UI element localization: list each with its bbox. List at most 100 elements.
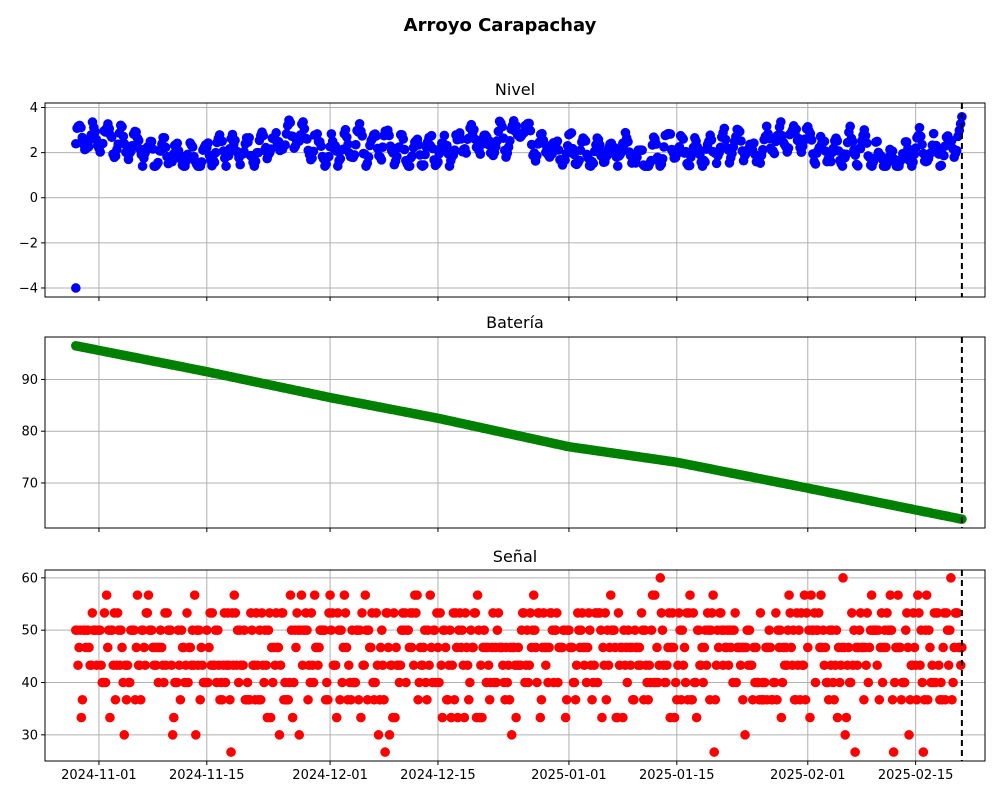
- senal-point: [308, 677, 319, 688]
- senal-point: [424, 660, 434, 671]
- senal-point: [771, 608, 781, 618]
- senal-point: [325, 590, 335, 600]
- nivel-point: [106, 132, 117, 143]
- senal-point: [903, 642, 913, 653]
- senal-point: [357, 608, 367, 618]
- senal-point: [194, 625, 204, 635]
- senal-point: [167, 730, 178, 740]
- senal-point: [319, 625, 330, 635]
- nivel-point: [769, 148, 780, 159]
- senal-point: [525, 608, 536, 618]
- nivel-point: [209, 157, 220, 168]
- senal-point: [769, 677, 780, 688]
- senal-point: [723, 660, 734, 671]
- nivel-point: [350, 139, 361, 150]
- senal-point: [395, 660, 406, 671]
- nivel-point: [363, 152, 374, 162]
- senal-point: [273, 642, 284, 653]
- senal-point: [902, 608, 912, 618]
- nivel-point: [936, 160, 947, 171]
- senal-point: [484, 694, 495, 705]
- senal-point: [644, 660, 655, 671]
- senal-point: [204, 642, 214, 653]
- senal-point: [433, 642, 443, 653]
- nivel-point: [83, 142, 94, 152]
- senal-point: [162, 608, 172, 618]
- senal-point: [425, 590, 436, 600]
- senal-point: [412, 590, 422, 600]
- senal-point: [862, 608, 873, 618]
- senal-point: [491, 677, 502, 688]
- senal-point: [917, 677, 928, 688]
- senal-point: [406, 642, 417, 653]
- nivel-point: [95, 147, 106, 157]
- nivel-point: [678, 134, 689, 144]
- senal-point: [760, 677, 770, 688]
- senal-point: [618, 712, 628, 723]
- senal-point: [353, 694, 364, 705]
- senal-point: [725, 642, 736, 653]
- senal-point: [143, 590, 154, 600]
- senal-point: [924, 625, 934, 635]
- senal-point: [165, 625, 176, 635]
- senal-point: [380, 747, 390, 757]
- nivel-point: [250, 156, 261, 167]
- senal-point: [239, 625, 250, 635]
- y-tick-label: 40: [21, 676, 38, 691]
- senal-point: [182, 608, 192, 618]
- senal-point: [707, 608, 717, 618]
- senal-point: [370, 677, 381, 688]
- senal-point: [390, 712, 400, 723]
- senal-point: [247, 625, 257, 635]
- senal-point: [117, 642, 127, 653]
- senal-point: [175, 694, 186, 705]
- senal-point: [583, 608, 594, 618]
- nivel-point: [302, 134, 312, 144]
- senal-point: [524, 660, 535, 671]
- y-tick-label: 0: [30, 191, 38, 206]
- senal-point: [922, 694, 933, 705]
- senal-point: [799, 590, 810, 600]
- nivel-point: [736, 136, 746, 146]
- senal-point: [571, 660, 582, 671]
- senal-point: [360, 590, 371, 600]
- nivel-point: [285, 117, 296, 128]
- senal-point: [202, 625, 212, 635]
- senal-point: [220, 677, 231, 688]
- nivel-point: [127, 140, 138, 151]
- senal-point: [523, 677, 534, 688]
- senal-point: [775, 625, 786, 635]
- senal-point: [511, 712, 521, 723]
- senal-point: [678, 660, 689, 671]
- senal-point: [670, 677, 681, 688]
- nivel-point: [914, 122, 925, 133]
- senal-point: [303, 694, 313, 705]
- nivel-point: [326, 129, 337, 139]
- senal-point: [713, 642, 724, 653]
- senal-point: [701, 660, 712, 671]
- senal-point: [859, 694, 869, 705]
- senal-point: [373, 730, 384, 740]
- senal-chart: Señal 2024-11-01 2024-11-15 2024-12-01 2024…: [21, 547, 986, 783]
- senal-point: [656, 608, 667, 618]
- senal-point: [634, 642, 645, 653]
- y-tick-label: 50: [21, 624, 38, 639]
- senal-point: [197, 660, 208, 671]
- nivel-point: [484, 136, 495, 146]
- nivel-point: [399, 144, 410, 155]
- senal-point: [460, 608, 471, 618]
- nivel-point: [71, 283, 81, 293]
- x-tick-label: 2024-12-01: [292, 768, 368, 783]
- senal-point: [840, 730, 851, 740]
- senal-point: [785, 608, 795, 618]
- senal-point: [918, 747, 929, 757]
- nivel-point: [720, 134, 731, 145]
- senal-point: [350, 677, 361, 688]
- senal-point: [413, 694, 423, 705]
- nivel-point: [433, 157, 443, 167]
- senal-point: [936, 677, 946, 688]
- nivel-point: [632, 152, 642, 163]
- nivel-point: [203, 138, 213, 148]
- senal-point: [203, 677, 213, 688]
- senal-point: [553, 677, 563, 688]
